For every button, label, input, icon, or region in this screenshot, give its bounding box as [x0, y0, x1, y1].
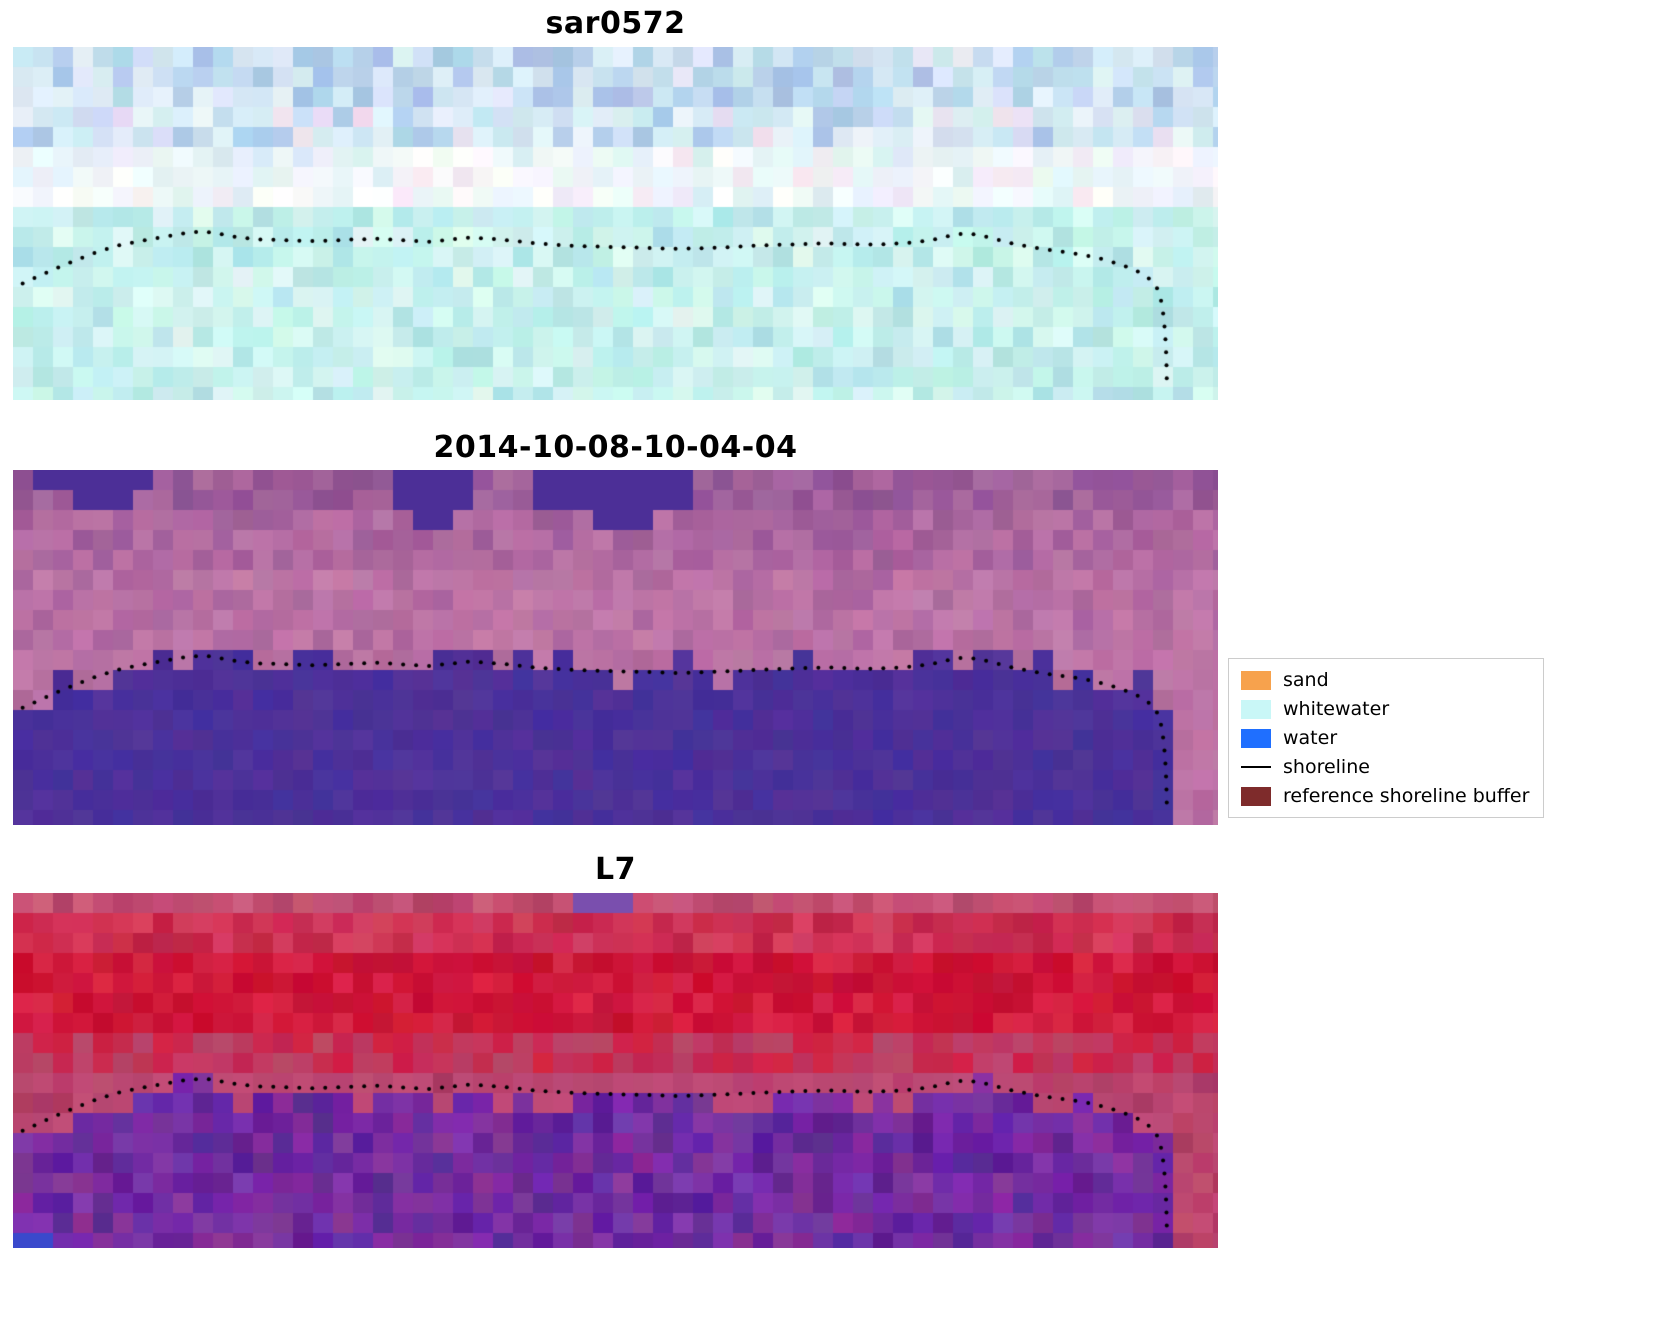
legend-label: water [1283, 727, 1338, 749]
legend-label: sand [1283, 669, 1329, 691]
reference-shoreline-buffer-swatch-icon [1241, 786, 1271, 806]
optical-image-panel [13, 470, 1218, 825]
legend: sand whitewater water shoreline reference sh… [1228, 658, 1545, 818]
legend-label: whitewater [1283, 698, 1390, 720]
l7-image-panel [13, 893, 1218, 1248]
water-swatch-icon [1241, 728, 1271, 748]
panel-title-sar: sar0572 [545, 6, 686, 41]
sar-image-panel [13, 47, 1218, 400]
panel-title-date: 2014-10-08-10-04-04 [433, 430, 798, 465]
whitewater-swatch-icon [1241, 699, 1271, 719]
legend-item-reference-shoreline-buffer: reference shoreline buffer [1241, 785, 1529, 807]
shoreline-swatch-icon [1241, 766, 1271, 768]
legend-item-water: water [1241, 727, 1529, 749]
legend-label: reference shoreline buffer [1283, 785, 1530, 807]
legend-label: shoreline [1283, 756, 1370, 778]
panel-title-l7: L7 [595, 852, 636, 887]
legend-item-whitewater: whitewater [1241, 698, 1529, 720]
legend-item-sand: sand [1241, 669, 1529, 691]
sand-swatch-icon [1241, 670, 1271, 690]
legend-item-shoreline: shoreline [1241, 756, 1529, 778]
